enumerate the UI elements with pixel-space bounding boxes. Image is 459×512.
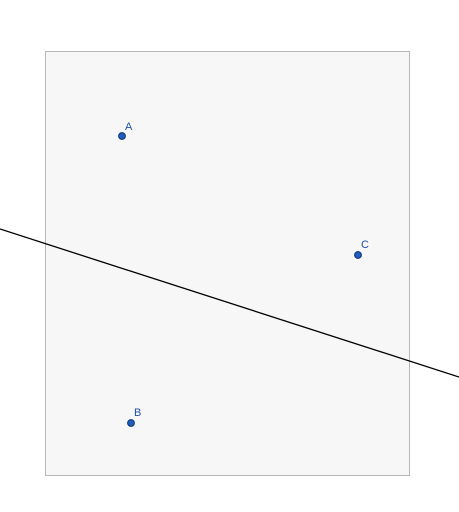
point-a-dot[interactable]: [118, 132, 126, 140]
point-a-label: A: [125, 121, 133, 133]
point-b-label: B: [134, 407, 141, 419]
point-b[interactable]: B: [127, 407, 142, 427]
straight-line[interactable]: [0, 228, 459, 378]
point-c[interactable]: C: [354, 239, 369, 259]
point-a[interactable]: A: [118, 121, 133, 140]
point-c-label: C: [361, 239, 369, 251]
point-b-dot[interactable]: [127, 419, 135, 427]
point-c-dot[interactable]: [354, 251, 362, 259]
drawing-panel: [45, 51, 410, 476]
